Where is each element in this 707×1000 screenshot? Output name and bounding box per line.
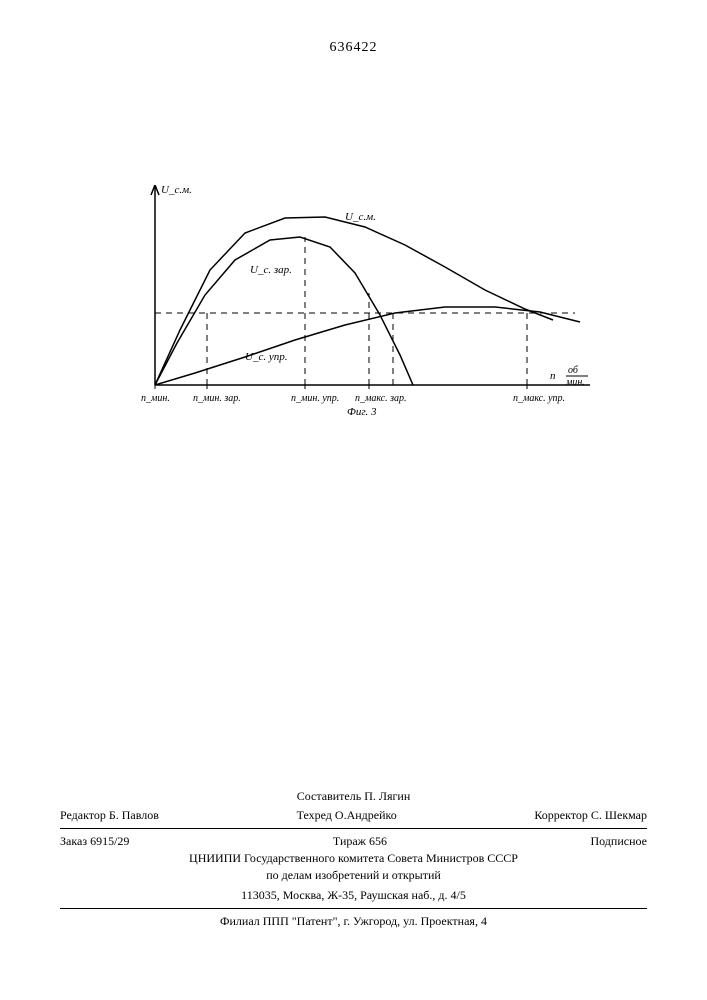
divider — [60, 908, 647, 909]
svg-text:U_с.м.: U_с.м. — [345, 211, 376, 223]
address-line: 113035, Москва, Ж-35, Раушская наб., д. … — [60, 887, 647, 904]
svg-text:U_с.м.: U_с.м. — [161, 185, 192, 196]
credits-line: Редактор Б. Павлов Техред О.Андрейко Кор… — [60, 807, 647, 824]
svg-text:U_с. упр.: U_с. упр. — [245, 351, 287, 363]
chart-svg: U_с.м.n обмин. U_с.м. U_с. зар. U_с. упр. n_м… — [135, 185, 595, 423]
divider — [60, 828, 647, 829]
subscription: Подписное — [590, 833, 647, 850]
svg-text:Фиг. 3: Фиг. 3 — [347, 406, 377, 418]
svg-text:об: об — [568, 365, 579, 376]
footer-block: Составитель П. Лягин Редактор Б. Павлов … — [60, 788, 647, 930]
document-number: 636422 — [0, 40, 707, 56]
svg-text:n: n — [550, 370, 556, 382]
page: 636422 U_с.м.n обмин. U_с.м. U_с. зар. U_с. … — [0, 0, 707, 1000]
circulation: Тираж 656 — [333, 833, 387, 850]
compiler-name: П. Лягин — [364, 789, 410, 803]
svg-text:n_макс. упр.: n_макс. упр. — [513, 393, 565, 404]
chart-figure: U_с.м.n обмин. U_с.м. U_с. зар. U_с. упр. n_м… — [135, 185, 595, 423]
org-line-2: по делам изобретений и открытий — [60, 867, 647, 884]
compiler-line: Составитель П. Лягин — [60, 788, 647, 805]
print-info-line: Заказ 6915/29 Тираж 656 Подписное — [60, 833, 647, 850]
order: Заказ 6915/29 — [60, 833, 129, 850]
techred: Техред О.Андрейко — [297, 807, 397, 824]
svg-text:мин.: мин. — [565, 377, 585, 388]
compiler-label: Составитель — [297, 789, 361, 803]
editor: Редактор Б. Павлов — [60, 807, 159, 824]
corrector: Корректор С. Шекмар — [534, 807, 647, 824]
org-line-1: ЦНИИПИ Государственного комитета Совета … — [60, 850, 647, 867]
svg-text:n_мин. зар.: n_мин. зар. — [193, 393, 241, 404]
svg-text:n_мин.: n_мин. — [141, 393, 170, 404]
branch-line: Филиал ППП "Патент", г. Ужгород, ул. Про… — [60, 913, 647, 930]
svg-text:n_макс. зар.: n_макс. зар. — [355, 393, 407, 404]
svg-text:U_с. зар.: U_с. зар. — [250, 264, 292, 276]
svg-text:n_мин. упр.: n_мин. упр. — [291, 393, 339, 404]
